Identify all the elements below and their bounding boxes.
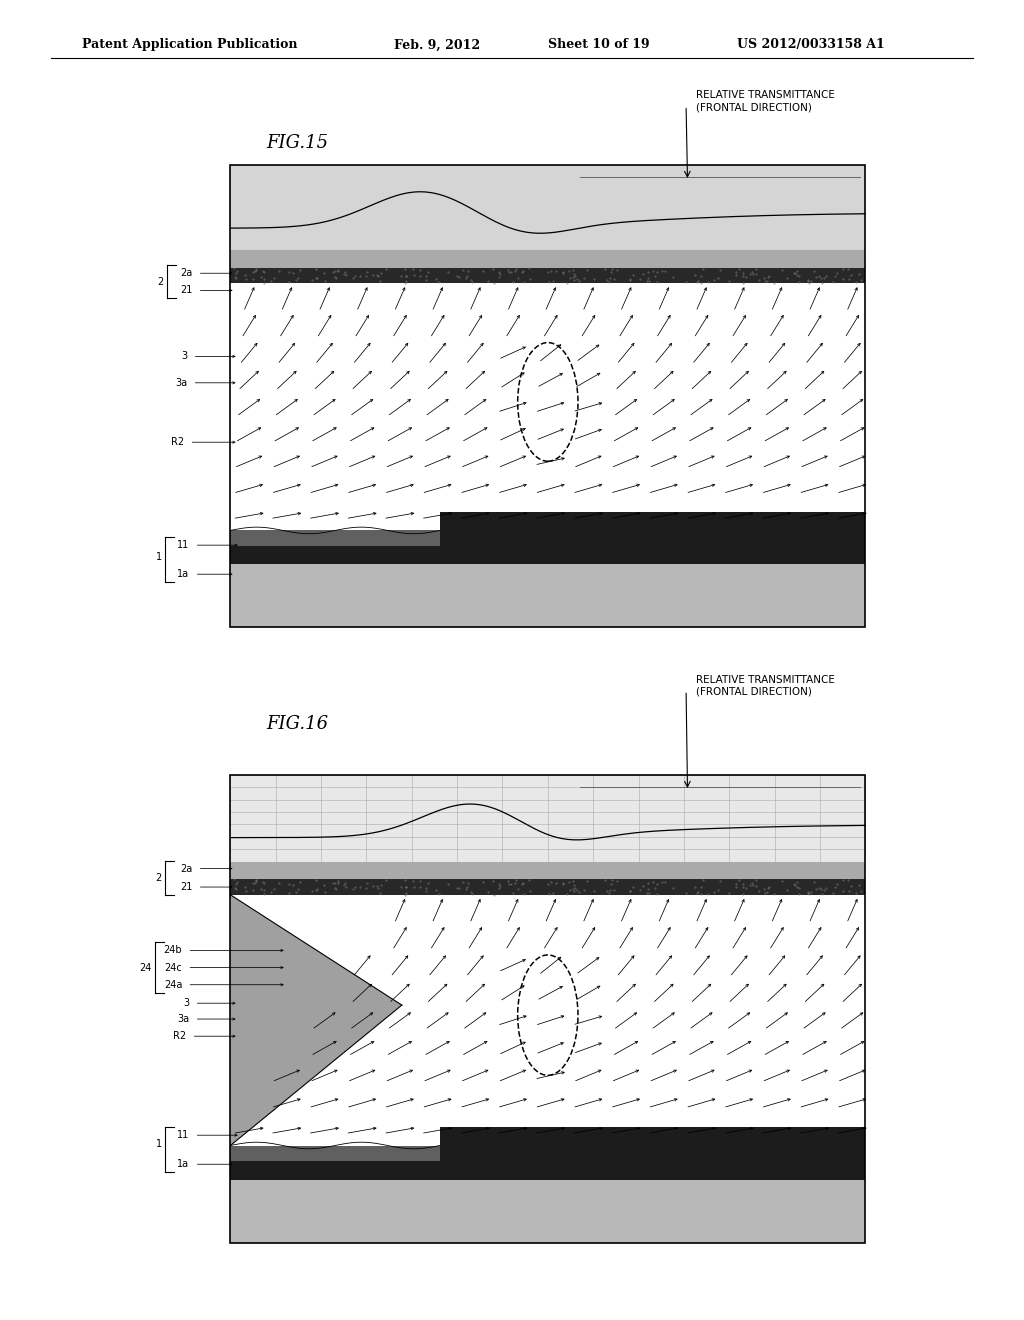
- Text: 24b: 24b: [164, 945, 182, 956]
- Text: 11: 11: [177, 1130, 189, 1140]
- Text: Feb. 9, 2012: Feb. 9, 2012: [394, 38, 480, 51]
- Text: 21: 21: [180, 882, 193, 892]
- Text: RELATIVE TRANSMITTANCE
(FRONTAL DIRECTION): RELATIVE TRANSMITTANCE (FRONTAL DIRECTIO…: [696, 90, 836, 112]
- Bar: [230, 1180, 865, 1243]
- Bar: [230, 531, 440, 545]
- Text: 3a: 3a: [175, 378, 187, 388]
- Text: 3a: 3a: [177, 1014, 189, 1024]
- Bar: [440, 1127, 865, 1162]
- Bar: [230, 895, 865, 1146]
- Text: Patent Application Publication: Patent Application Publication: [82, 38, 297, 51]
- Text: 24a: 24a: [164, 979, 182, 990]
- Text: 1a: 1a: [177, 1159, 189, 1170]
- Text: FIG.15: FIG.15: [266, 133, 329, 152]
- Text: 2: 2: [156, 873, 162, 883]
- Text: RELATIVE TRANSMITTANCE
(FRONTAL DIRECTION): RELATIVE TRANSMITTANCE (FRONTAL DIRECTIO…: [696, 675, 836, 697]
- Text: 2a: 2a: [180, 268, 193, 279]
- Text: 11: 11: [177, 540, 189, 550]
- Bar: [230, 564, 865, 627]
- Bar: [230, 1146, 440, 1162]
- Bar: [230, 862, 865, 879]
- Text: 2: 2: [158, 277, 164, 288]
- Text: 1: 1: [156, 552, 162, 562]
- Text: R2: R2: [171, 437, 184, 447]
- Bar: [230, 165, 865, 251]
- Text: 1: 1: [156, 1139, 162, 1150]
- Bar: [230, 251, 865, 268]
- Bar: [230, 775, 865, 1243]
- Text: 24c: 24c: [165, 962, 182, 973]
- Bar: [230, 268, 865, 284]
- Text: FIG.16: FIG.16: [266, 714, 329, 733]
- Text: 21: 21: [180, 285, 193, 296]
- Bar: [230, 879, 865, 895]
- Bar: [230, 165, 865, 627]
- Bar: [230, 545, 865, 564]
- Text: 1a: 1a: [177, 569, 189, 579]
- Bar: [440, 512, 865, 545]
- Text: 24: 24: [139, 962, 152, 973]
- Text: US 2012/0033158 A1: US 2012/0033158 A1: [737, 38, 885, 51]
- Bar: [230, 1162, 865, 1180]
- Text: 3: 3: [183, 998, 189, 1008]
- Text: 2a: 2a: [180, 863, 193, 874]
- Bar: [230, 284, 865, 531]
- Text: Sheet 10 of 19: Sheet 10 of 19: [548, 38, 649, 51]
- Text: 3: 3: [181, 351, 187, 362]
- Text: R2: R2: [173, 1031, 186, 1041]
- Polygon shape: [230, 895, 401, 1146]
- Bar: [230, 775, 865, 862]
